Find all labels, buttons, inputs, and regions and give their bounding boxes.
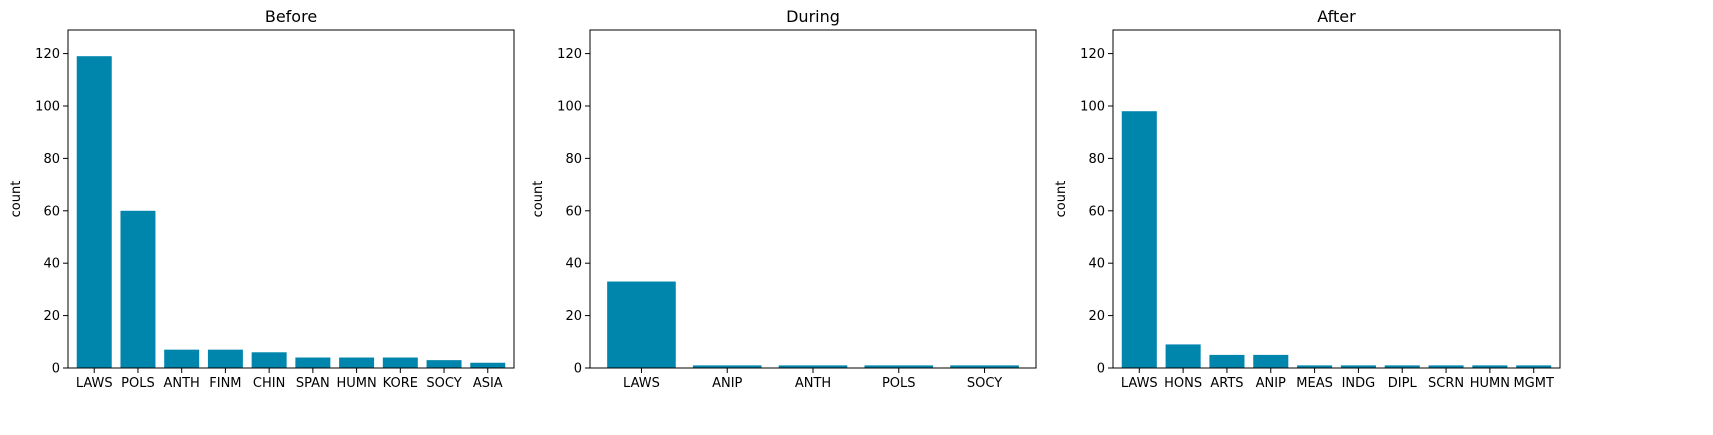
- x-tick-label: INDG: [1342, 376, 1376, 391]
- y-tick-label: 40: [1088, 257, 1105, 272]
- bar: [164, 349, 200, 368]
- x-tick-label: LAWS: [76, 376, 113, 391]
- x-tick-label: SCRN: [1428, 376, 1464, 391]
- bar: [120, 210, 156, 368]
- bar: [607, 281, 676, 368]
- chart-title: During: [786, 7, 840, 26]
- bar: [426, 360, 462, 368]
- bar: [339, 357, 375, 368]
- x-tick-label: LAWS: [623, 376, 660, 391]
- bar: [1428, 365, 1464, 368]
- y-tick-label: 80: [565, 152, 582, 167]
- y-axis-label: count: [531, 181, 546, 218]
- bar: [1121, 111, 1157, 368]
- y-tick-label: 100: [35, 99, 60, 114]
- chart-title: After: [1317, 7, 1356, 26]
- x-tick-label: ASIA: [473, 376, 503, 391]
- bar: [382, 357, 418, 368]
- y-axis-label: count: [1054, 181, 1069, 218]
- bar: [1472, 365, 1508, 368]
- chart-before: Before count 0 20 40 60 80 100 120 LAWS POLS ANTH…: [9, 7, 515, 391]
- bar: [207, 349, 243, 368]
- bar: [864, 365, 934, 368]
- bar: [692, 365, 762, 368]
- bar: [778, 365, 848, 368]
- y-tick-label: 60: [43, 204, 60, 219]
- y-tick-label: 0: [52, 362, 60, 377]
- y-tick-label: 120: [1080, 47, 1105, 62]
- x-tick-label: ANTH: [164, 376, 200, 391]
- y-axis-label: count: [9, 181, 24, 218]
- y-tick-label: 60: [565, 204, 582, 219]
- x-tick-label: HONS: [1164, 376, 1202, 391]
- x-tick-label: SPAN: [296, 376, 330, 391]
- bar: [1340, 365, 1376, 368]
- x-tick-label: ANIP: [1256, 376, 1286, 391]
- bar: [1384, 365, 1420, 368]
- x-tick-label: ARTS: [1210, 376, 1243, 391]
- y-tick-label: 0: [574, 362, 582, 377]
- x-tick-label: FINM: [209, 376, 241, 391]
- x-tick-label: MGMT: [1513, 376, 1554, 391]
- chart-title: Before: [265, 7, 317, 26]
- bar: [1165, 344, 1201, 368]
- y-tick-label: 120: [35, 47, 60, 62]
- bar: [950, 365, 1019, 368]
- y-tick-label: 80: [43, 152, 60, 167]
- x-tick-label: HUMN: [1470, 376, 1510, 391]
- bar: [251, 352, 287, 368]
- y-tick-label: 20: [1088, 309, 1105, 324]
- bar: [1209, 354, 1245, 368]
- y-tick-label: 100: [1080, 99, 1105, 114]
- plot-frame: [67, 29, 515, 369]
- y-tick-label: 20: [43, 309, 60, 324]
- bar: [470, 362, 506, 368]
- x-tick-label: LAWS: [1121, 376, 1158, 391]
- chart-during: During count 0 20 40 60 80 100 120 LAWS ANIP ANTH…: [531, 7, 1037, 391]
- y-tick-label: 80: [1088, 152, 1105, 167]
- y-tick-label: 20: [565, 309, 582, 324]
- bar: [1253, 354, 1289, 368]
- x-tick-label: HUMN: [336, 376, 376, 391]
- x-tick-label: POLS: [882, 376, 916, 391]
- y-tick-label: 100: [557, 99, 582, 114]
- x-tick-label: CHIN: [253, 376, 285, 391]
- y-tick-label: 60: [1088, 204, 1105, 219]
- x-tick-label: MEAS: [1296, 376, 1333, 391]
- y-tick-label: 0: [1097, 362, 1105, 377]
- bar: [1516, 365, 1552, 368]
- y-tick-label: 40: [43, 257, 60, 272]
- x-tick-label: KORE: [383, 376, 418, 391]
- bar: [295, 357, 331, 368]
- bar: [1297, 365, 1333, 368]
- x-tick-label: SOCY: [967, 376, 1002, 391]
- chart-after: After count 0 20 40 60 80 100 120 LAWS HONS ARTS A…: [1054, 7, 1561, 391]
- y-tick-label: 120: [557, 47, 582, 62]
- plot-frame: [1112, 29, 1561, 369]
- bar: [76, 56, 112, 368]
- x-tick-label: POLS: [121, 376, 155, 391]
- x-tick-label: ANTH: [795, 376, 831, 391]
- x-tick-label: ANIP: [712, 376, 742, 391]
- x-tick-label: DIPL: [1388, 376, 1418, 391]
- x-tick-label: SOCY: [426, 376, 461, 391]
- y-tick-label: 40: [565, 257, 582, 272]
